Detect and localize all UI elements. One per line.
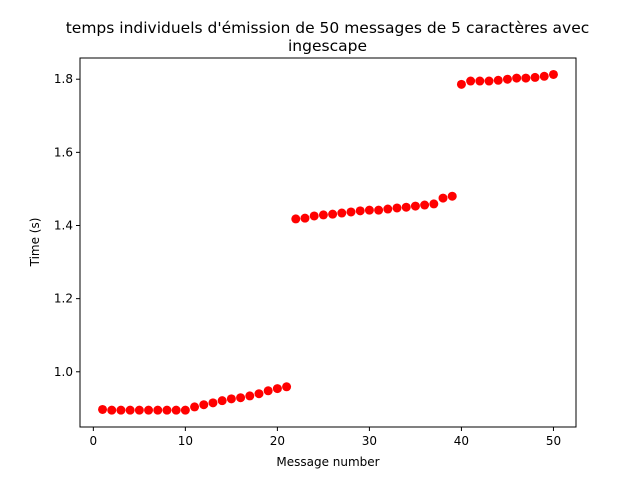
point (539, 71, 549, 81)
y-tick-label: 1.6 (54, 145, 73, 159)
chart-title: temps individuels d'émission de 50 messa… (65, 19, 590, 55)
point (318, 210, 328, 220)
point (162, 405, 172, 415)
point (254, 389, 264, 399)
y-axis-label: Time (s) (28, 218, 42, 268)
point (521, 73, 531, 83)
x-tick-label: 0 (90, 434, 98, 448)
x-axis-label: Message number (276, 455, 379, 469)
point (116, 405, 126, 415)
point (171, 405, 181, 415)
point (346, 207, 356, 217)
point (144, 405, 154, 415)
x-tick-label: 50 (546, 434, 561, 448)
point (300, 213, 310, 223)
point (475, 76, 485, 86)
point (530, 72, 540, 82)
point (337, 208, 347, 218)
point (208, 398, 218, 408)
point (355, 206, 365, 216)
point (512, 73, 522, 83)
point (199, 400, 209, 410)
point (484, 76, 494, 86)
point (236, 393, 246, 403)
point (383, 204, 393, 214)
y-tick-label: 1.0 (54, 365, 73, 379)
point (548, 69, 558, 79)
point (328, 209, 338, 219)
point (401, 202, 411, 212)
y-tick-label: 1.8 (54, 72, 73, 86)
point (282, 382, 292, 392)
point (263, 386, 273, 396)
x-tick-label: 30 (362, 434, 377, 448)
point (502, 74, 512, 84)
point (98, 404, 108, 414)
point (226, 394, 236, 404)
point (134, 405, 144, 415)
point (410, 201, 420, 211)
point (456, 79, 466, 89)
point (429, 199, 439, 209)
x-tick-label: 10 (178, 434, 193, 448)
point (153, 405, 163, 415)
point (420, 200, 430, 210)
point (309, 211, 319, 221)
point (466, 76, 476, 86)
point (392, 203, 402, 213)
x-tick-label: 40 (454, 434, 469, 448)
point (217, 396, 227, 406)
point (364, 205, 374, 215)
point (245, 391, 255, 401)
point (107, 405, 117, 415)
point (447, 191, 457, 201)
point (493, 75, 503, 85)
point (272, 384, 282, 394)
point (125, 405, 135, 415)
x-tick-label: 20 (270, 434, 285, 448)
point (180, 405, 190, 415)
point (190, 402, 200, 412)
point (291, 214, 301, 224)
point (374, 205, 384, 215)
y-tick-label: 1.2 (54, 292, 73, 306)
point (438, 193, 448, 203)
plot-frame (79, 57, 577, 428)
y-tick-label: 1.4 (54, 218, 73, 232)
